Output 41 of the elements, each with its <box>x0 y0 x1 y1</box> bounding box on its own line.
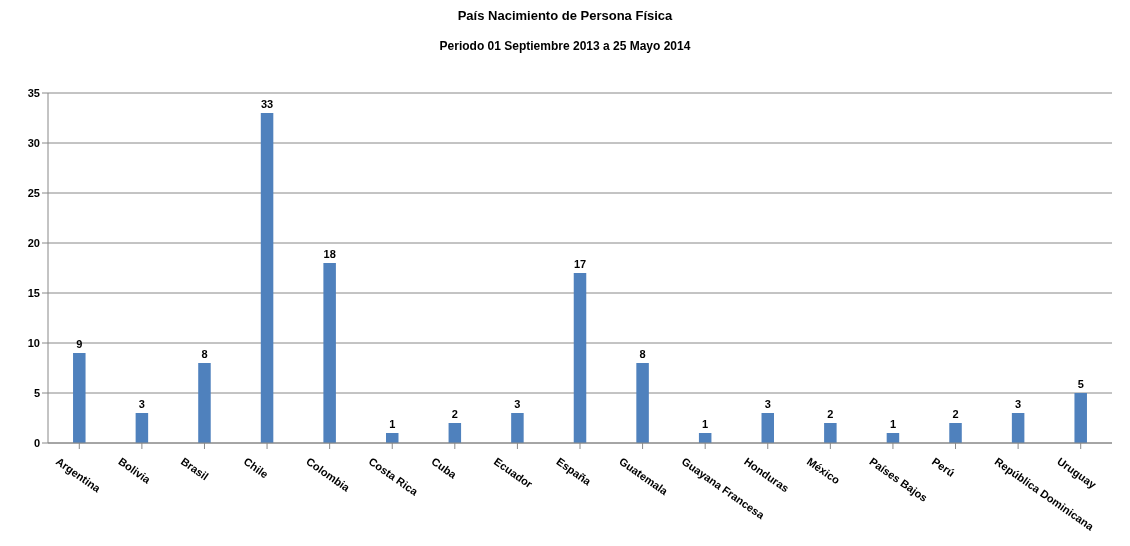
y-tick-label: 20 <box>27 236 40 249</box>
data-label: 9 <box>76 338 83 350</box>
data-label: 3 <box>514 398 521 410</box>
y-tick-label: 25 <box>27 186 40 199</box>
bar <box>573 273 587 443</box>
bar <box>135 413 149 443</box>
data-label: 3 <box>1015 398 1022 410</box>
data-label: 5 <box>1077 378 1084 390</box>
data-label: 2 <box>451 408 458 420</box>
y-tick-label: 0 <box>33 436 40 449</box>
data-label: 33 <box>260 98 274 110</box>
data-label: 2 <box>952 408 959 420</box>
y-tick-label: 10 <box>27 336 40 349</box>
bar <box>1074 393 1087 443</box>
chart-subtitle: Periodo 01 Septiembre 2013 a 25 Mayo 2014 <box>438 39 692 53</box>
data-label: 8 <box>201 348 208 360</box>
bar <box>824 423 837 443</box>
data-label: 3 <box>138 398 145 410</box>
bar <box>323 263 336 443</box>
y-tick-label: 35 <box>27 86 40 99</box>
bar <box>761 413 775 443</box>
bar <box>949 423 962 443</box>
y-tick-label: 15 <box>27 286 40 299</box>
y-tick-label: 5 <box>33 386 40 399</box>
bar <box>198 363 211 443</box>
data-label: 1 <box>889 418 896 430</box>
bar <box>448 423 462 443</box>
data-label: 1 <box>702 418 709 430</box>
bar <box>260 113 274 443</box>
data-label: 1 <box>389 418 396 430</box>
data-label: 17 <box>573 258 587 270</box>
data-label: 8 <box>639 348 646 360</box>
bar <box>73 353 86 443</box>
bar <box>511 413 524 443</box>
y-tick-label: 30 <box>27 136 40 149</box>
bar <box>1011 413 1025 443</box>
bar <box>636 363 649 443</box>
data-label: 18 <box>323 248 336 260</box>
chart-title: País Nacimiento de Persona Física <box>456 8 674 23</box>
data-label: 3 <box>764 398 771 410</box>
data-label: 2 <box>827 408 834 420</box>
